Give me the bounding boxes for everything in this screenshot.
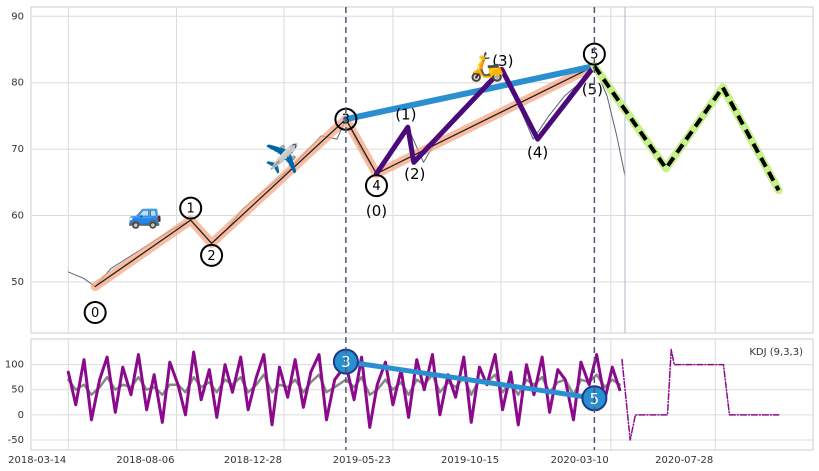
kdj-title: KDJ (9,3,3) xyxy=(749,347,803,358)
x-tick-label: 2018-12-28 xyxy=(224,455,282,466)
wave-3-5-line xyxy=(342,63,598,123)
y-tick-label: 60 xyxy=(11,210,24,221)
y-tick-label: 0 xyxy=(18,410,24,421)
forecast-band xyxy=(590,62,783,195)
y-tick-label: 70 xyxy=(11,144,24,155)
sub-wave-label: (3) xyxy=(492,52,513,70)
wave-circle xyxy=(582,42,606,66)
sub-wave-label: (0) xyxy=(366,202,387,220)
wave-label: 2 xyxy=(207,249,215,264)
wave-label: 4 xyxy=(372,179,380,194)
price-layer: 5060708090012345(0)(1)(2)(3)(4)(5)🚙✈️🛵 xyxy=(11,7,813,333)
y-tick-label: 50 xyxy=(11,385,24,396)
y-tick-label: 100 xyxy=(5,360,24,371)
sub-wave-line xyxy=(373,63,597,177)
x-tick-label: 2019-05-23 xyxy=(333,455,391,466)
y-tick-label: 50 xyxy=(11,277,24,288)
x-tick-label: 2020-03-10 xyxy=(551,455,609,466)
annotation-emoji: ✈️ xyxy=(265,141,300,175)
wave-label: 5 xyxy=(590,48,598,63)
y-tick-label: -50 xyxy=(8,435,24,446)
y-tick-label: 90 xyxy=(11,11,24,22)
x-tick-label: 2018-08-06 xyxy=(116,455,174,466)
sub-wave-label: (5) xyxy=(582,81,603,99)
wave-label: 0 xyxy=(91,306,99,321)
y-tick-label: 80 xyxy=(11,78,24,89)
wave-label: 1 xyxy=(187,202,195,217)
sub-wave-label: (2) xyxy=(404,165,425,183)
kdj-marker-line xyxy=(343,359,597,401)
kdj-panel xyxy=(30,338,814,451)
x-tick-label: 2020-07-28 xyxy=(655,455,713,466)
wave-circle xyxy=(83,301,107,325)
kdj-forecast xyxy=(621,348,780,441)
annotation-emoji: 🛵 xyxy=(470,50,505,83)
wave-circle xyxy=(200,243,224,267)
annotation-emoji: 🚙 xyxy=(128,197,163,230)
wave-circle xyxy=(364,174,388,198)
x-tick-label: 2019-10-15 xyxy=(441,455,499,466)
kdj-layer: 2018-03-14 2018-08-06 2018-12-28 2019-05-23… xyxy=(5,339,813,466)
x-tick-label: 2018-03-14 xyxy=(8,455,66,466)
sub-wave-label: (4) xyxy=(527,144,548,162)
wave-circle xyxy=(179,196,203,220)
price-panel xyxy=(30,6,814,334)
sub-wave-label: (1) xyxy=(395,106,416,124)
